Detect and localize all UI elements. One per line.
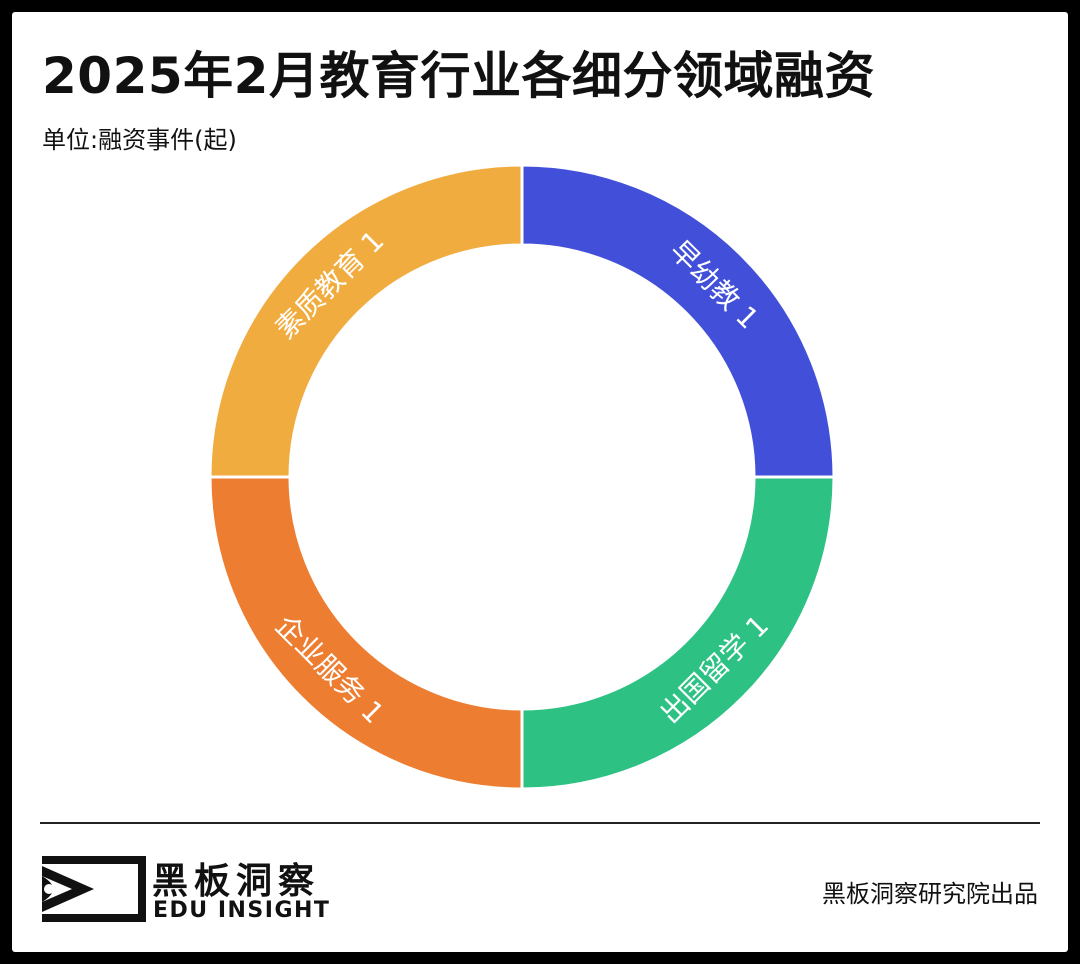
footer-divider: [40, 822, 1040, 824]
brand-name-en: EDU INSIGHT: [153, 898, 331, 923]
donut-slice-0: [520, 163, 836, 479]
edu-insight-logo-icon: [42, 856, 146, 922]
brand-name-cn: 黑板洞察: [152, 861, 321, 902]
chart-title: 2025年2月教育行业各细分领域融资: [42, 47, 875, 105]
chart-unit-label: 单位:融资事件(起): [42, 126, 237, 154]
chart-card: 2025年2月教育行业各细分领域融资 单位:融资事件(起) 早幼教 1 出国留学 …: [12, 12, 1068, 952]
donut-slice-1: [520, 475, 836, 791]
donut-slice-2: [208, 475, 524, 791]
donut-slice-3: [208, 163, 524, 479]
credit-text: 黑板洞察研究院出品: [822, 880, 1038, 908]
donut-slices: [208, 163, 836, 791]
